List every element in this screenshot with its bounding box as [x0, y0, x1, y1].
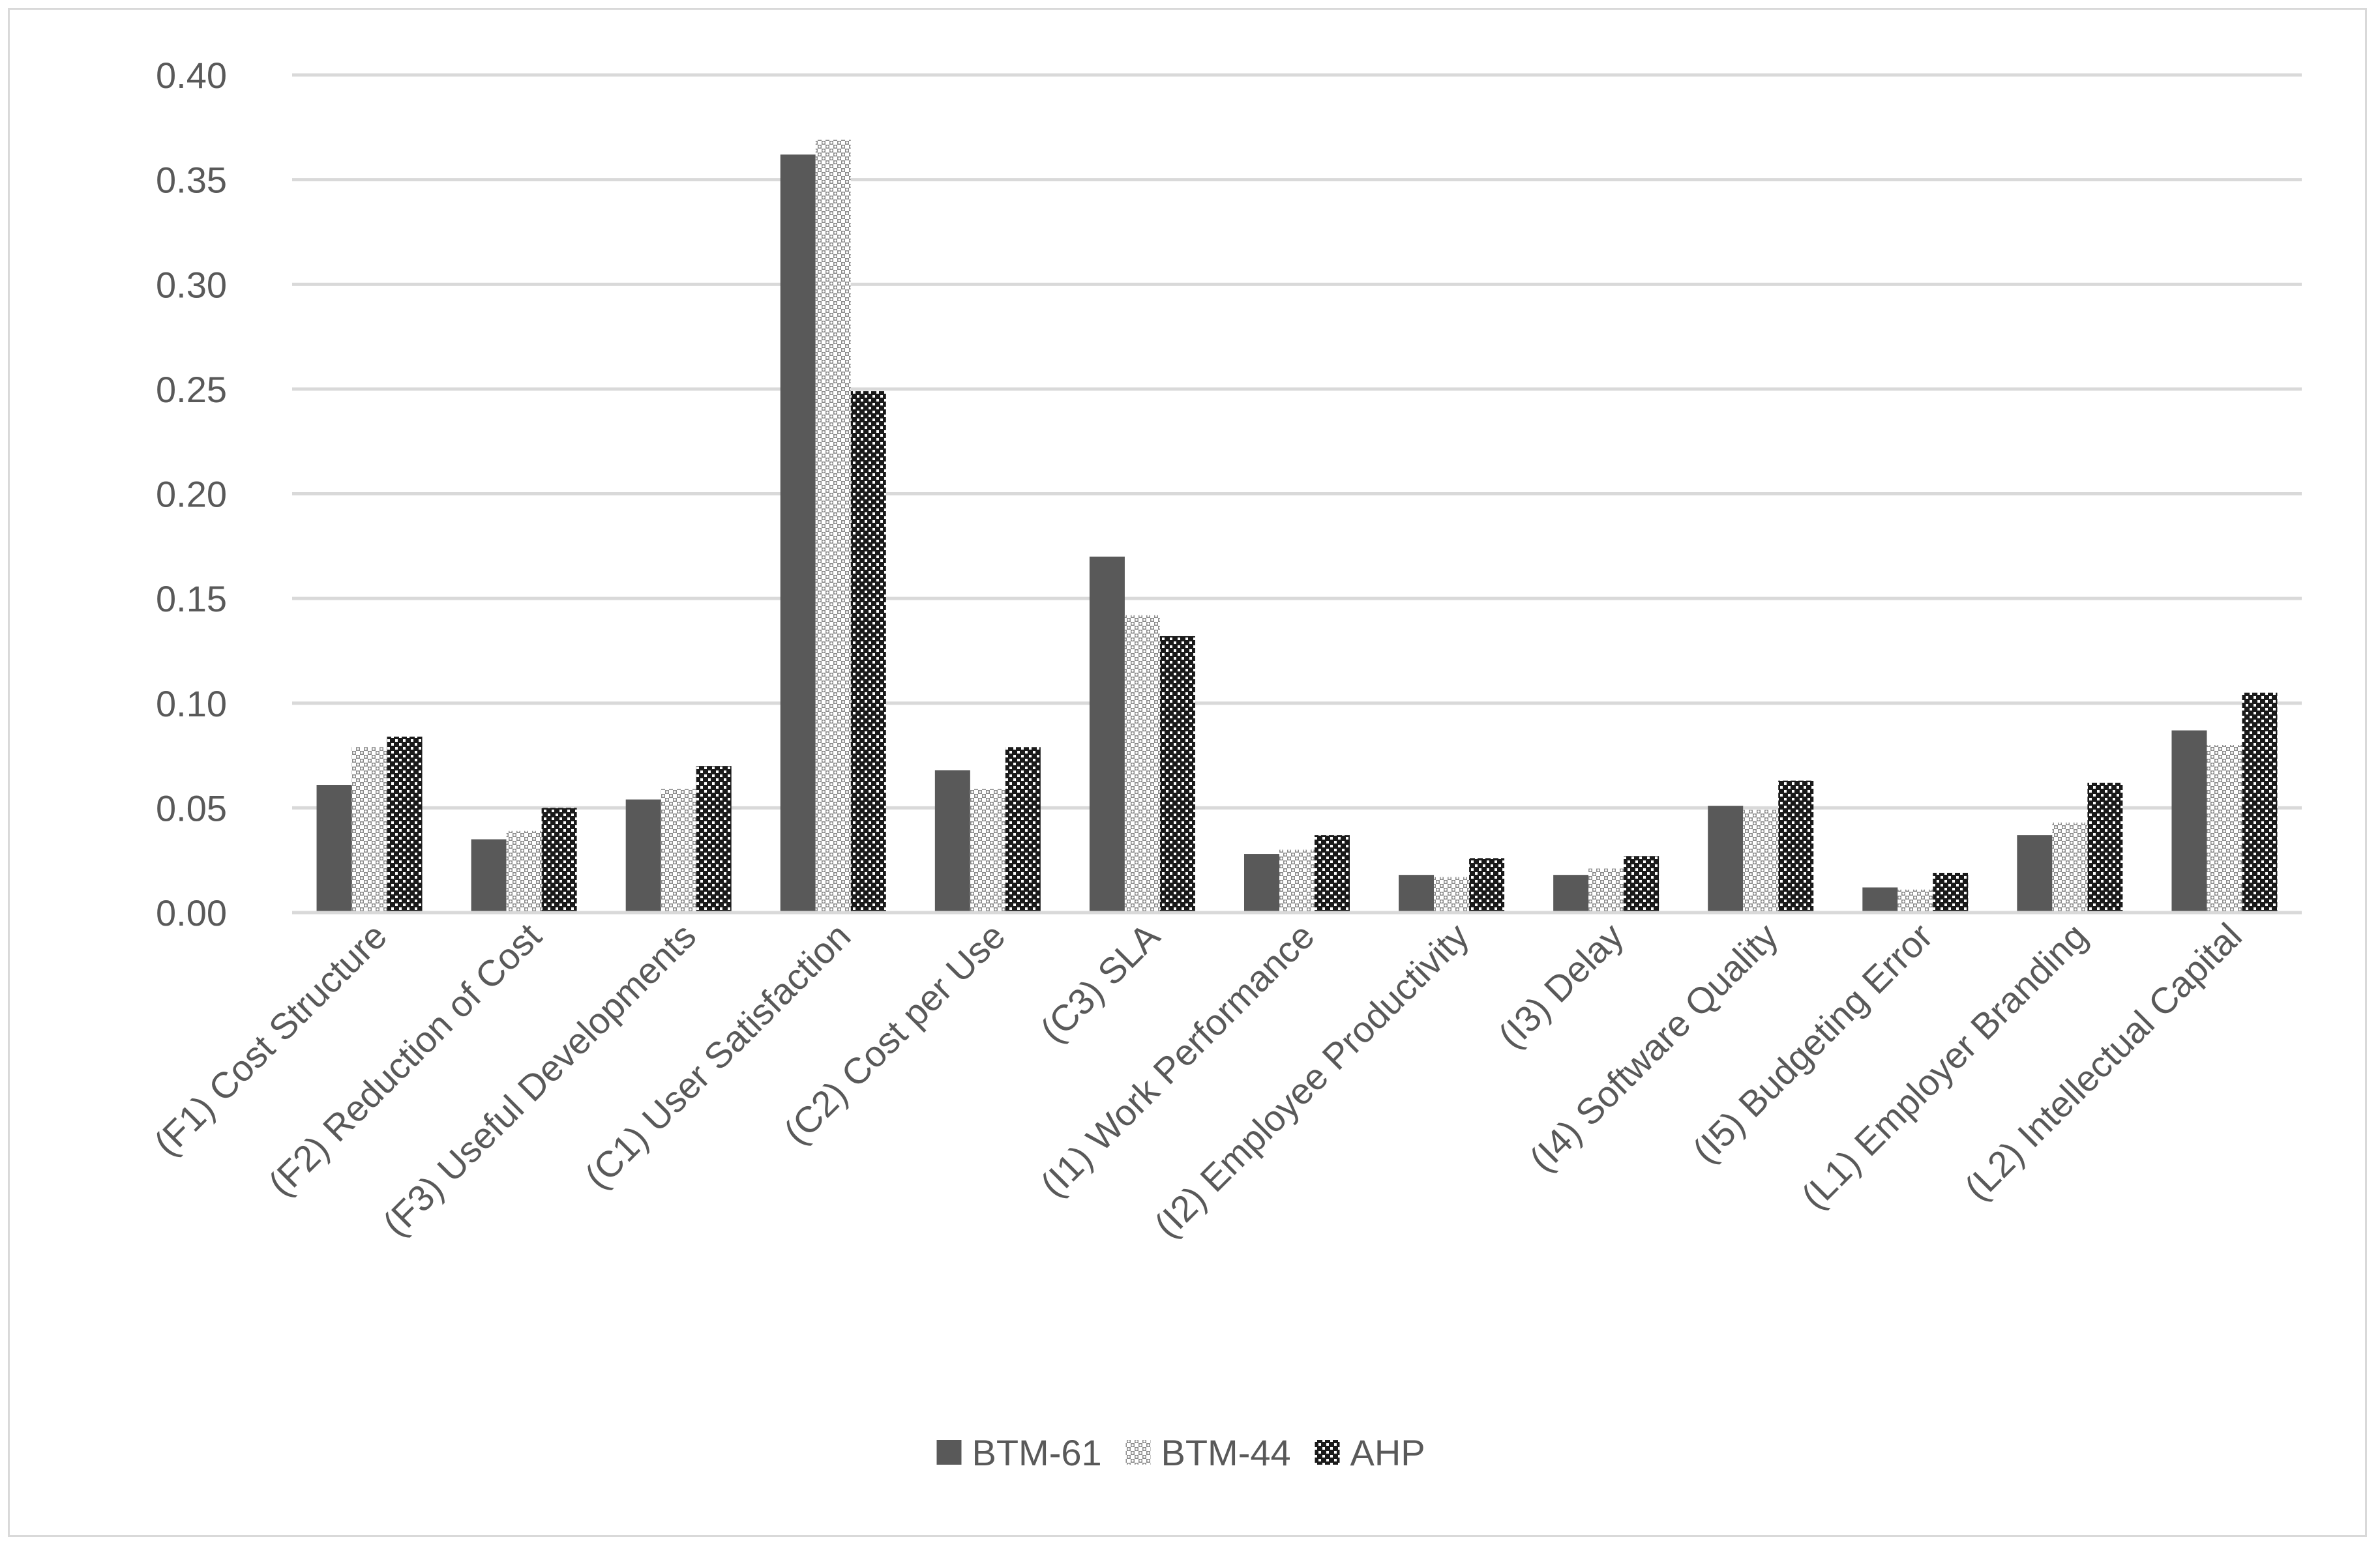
- legend-label: BTM-61: [972, 1432, 1102, 1473]
- x-tick-label: (C3) SLA: [1032, 915, 1168, 1050]
- x-tick-label: (L2) Intellectual Capital: [1956, 915, 2250, 1209]
- bar-btm-44: [1124, 615, 1160, 913]
- bar-btm-61: [1553, 875, 1589, 913]
- legend-label: BTM-44: [1161, 1432, 1291, 1473]
- x-tick-label: (I3) Delay: [1490, 915, 1631, 1056]
- bar-btm-44: [1743, 810, 1779, 913]
- bar-btm-44: [661, 789, 696, 913]
- bar-ahp: [1933, 872, 1969, 913]
- x-tick-label: (C1) User Satisfaction: [576, 915, 858, 1197]
- gridlines: [292, 73, 2302, 915]
- y-tick-label: 0.25: [156, 369, 227, 410]
- legend-swatch: [1125, 1440, 1151, 1465]
- x-tick-label: (I4) Software Quality: [1521, 915, 1785, 1179]
- bar-ahp: [2087, 782, 2123, 913]
- bar-btm-61: [2017, 835, 2053, 913]
- y-tick-label: 0.40: [156, 55, 227, 96]
- bar-btm-44: [351, 747, 387, 913]
- bar-ahp: [1624, 856, 1659, 913]
- y-tick-label: 0.05: [156, 787, 227, 828]
- bar-btm-44: [2207, 745, 2242, 913]
- bar-btm-44: [1588, 868, 1624, 913]
- bar-ahp: [1778, 780, 1814, 913]
- bar-ahp: [1469, 858, 1505, 913]
- bar-btm-44: [970, 789, 1005, 913]
- legend-swatch: [1315, 1440, 1340, 1465]
- bar-btm-61: [316, 785, 352, 913]
- x-tick-label: (L1) Employer Branding: [1793, 915, 2095, 1217]
- y-axis-ticks: 0.00 0.05 0.10 0.15 0.20 0.25 0.30 0.35 0.40: [156, 55, 227, 933]
- bar-btm-61: [1244, 854, 1279, 913]
- bar-btm-61: [1862, 887, 1898, 913]
- bar-btm-61: [780, 154, 816, 913]
- bar-ahp: [387, 737, 423, 913]
- bar-btm-61: [1089, 556, 1125, 913]
- bar-btm-44: [2052, 822, 2088, 913]
- bar-btm-44: [1434, 877, 1470, 913]
- bar-btm-61: [934, 770, 970, 913]
- bar-ahp: [1315, 835, 1350, 913]
- legend-swatch: [936, 1440, 962, 1465]
- bar-btm-44: [815, 139, 851, 913]
- y-tick-label: 0.15: [156, 578, 227, 619]
- y-tick-label: 0.35: [156, 160, 227, 201]
- bar-ahp: [850, 391, 886, 913]
- bar-ahp: [696, 766, 732, 913]
- x-axis-labels: (F1) Cost Structure(F2) Reduction of Cos…: [146, 915, 2250, 1245]
- bar-ahp: [1159, 636, 1195, 913]
- bar-btm-44: [1279, 849, 1315, 913]
- bar-ahp: [541, 808, 577, 913]
- y-tick-label: 0.10: [156, 683, 227, 724]
- bar-ahp: [2242, 692, 2278, 913]
- y-tick-label: 0.30: [156, 264, 227, 305]
- bar-btm-44: [1897, 889, 1933, 913]
- bar-btm-61: [1708, 806, 1744, 913]
- bar-btm-61: [625, 799, 661, 913]
- bar-ahp: [1005, 747, 1041, 913]
- bar-btm-44: [506, 830, 542, 913]
- x-tick-label: (I1) Work Performance: [1032, 915, 1322, 1205]
- bar-btm-61: [471, 839, 507, 913]
- x-tick-label: (F2) Reduction of Cost: [260, 915, 549, 1204]
- x-tick-label: (I2) Employee Productivity: [1146, 915, 1477, 1246]
- y-tick-label: 0.00: [156, 892, 227, 933]
- legend: BTM-61 BTM-44 AHP: [936, 1432, 1425, 1473]
- bar-btm-61: [2171, 730, 2207, 913]
- x-tick-label: (F3) Useful Developments: [375, 915, 704, 1244]
- legend-label: AHP: [1350, 1432, 1425, 1473]
- bars: [292, 139, 2302, 915]
- y-tick-label: 0.20: [156, 474, 227, 515]
- bar-btm-61: [1399, 875, 1435, 913]
